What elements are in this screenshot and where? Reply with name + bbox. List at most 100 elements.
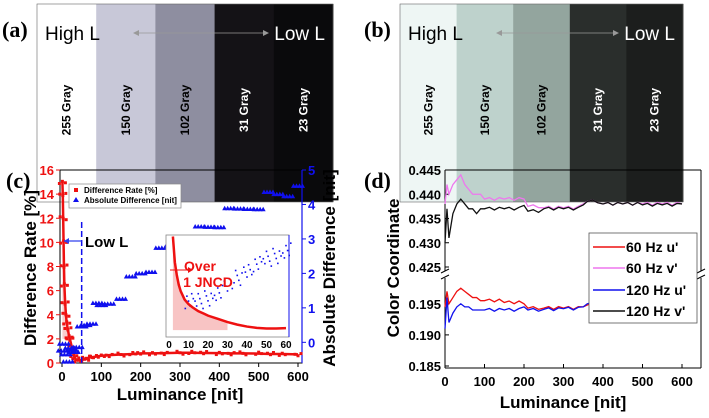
inset-blue-point	[233, 281, 235, 284]
x-tick-label: 500	[632, 374, 654, 389]
difference-rate-point	[131, 351, 135, 355]
difference-rate-point	[64, 218, 68, 222]
inset-blue-point	[195, 305, 198, 307]
inset-x-tick-label: 40	[241, 340, 253, 351]
absolute-difference-point	[132, 273, 138, 279]
difference-rate-point	[296, 354, 300, 358]
gray-stripe-label: 150 Gray	[119, 84, 133, 135]
y-tick-label: 0.195	[408, 297, 441, 312]
inset-blue-point	[231, 287, 234, 290]
gray-stripe-label: 23 Gray	[648, 88, 662, 132]
panel-border	[36, 3, 334, 203]
inset-blue-point	[251, 273, 253, 276]
inset-blue-point	[277, 262, 279, 265]
difference-rate-point	[57, 182, 61, 186]
x-tick-label: 300	[169, 369, 191, 384]
inset-blue-point	[208, 304, 211, 307]
difference-rate-point	[67, 314, 71, 318]
inset-blue-point	[243, 266, 245, 269]
inset-blue-point	[205, 295, 208, 297]
gray-stripe-label: 102 Gray	[535, 84, 549, 135]
line-120hz-v	[444, 198, 683, 243]
gray-stripe	[273, 4, 334, 202]
low-l-label: Low L	[274, 24, 325, 45]
absolute-difference-point	[123, 296, 128, 301]
inset-blue-point	[192, 297, 195, 300]
inset-blue-point	[199, 297, 201, 300]
panel-b-gray-patches: 255 Gray 150 Gray 102 Gray 31 Gray 23 Gray Hi…	[399, 3, 684, 203]
y-tick-label: 4	[47, 308, 55, 323]
panel-c-label: (c)	[6, 168, 30, 193]
difference-rate-point	[190, 349, 194, 353]
legend-triangle-marker	[73, 197, 79, 202]
inset-blue-point	[204, 290, 206, 292]
legend-absolute-difference: Absolute Difference [nit]	[84, 196, 177, 205]
x-tick-label: 400	[208, 369, 230, 384]
difference-rate-point	[65, 283, 69, 287]
inset-blue-point	[283, 257, 286, 259]
inset-blue-point	[270, 265, 273, 267]
inset-blue-point	[236, 274, 239, 277]
difference-rate-point	[60, 179, 64, 183]
chart-d-xlabel: Luminance [nit]	[500, 393, 627, 412]
difference-rate-point	[238, 350, 242, 354]
panel-border	[399, 3, 684, 203]
gray-stripe	[626, 4, 684, 202]
low-l-arrowhead	[64, 238, 69, 244]
absolute-difference-point	[290, 193, 296, 199]
inset-blue-point	[241, 272, 243, 274]
absolute-difference-point	[221, 224, 227, 230]
inset-blue-point	[282, 252, 284, 254]
inset-blue-point	[273, 252, 276, 255]
difference-rate-point	[87, 358, 91, 362]
inset-blue-point	[221, 284, 224, 287]
inset-blue-point	[220, 297, 222, 299]
inset-blue-point	[197, 292, 200, 295]
inset-blue-point	[207, 300, 209, 302]
inset-blue-point	[200, 302, 203, 305]
gray-stripe-label: 102 Gray	[178, 84, 192, 135]
absolute-difference-point	[152, 269, 158, 275]
inset-blue-point	[225, 285, 227, 287]
y2-tick-label: 1	[308, 301, 315, 316]
x-tick-label: 0	[58, 369, 65, 384]
chart-c-xlabel: Luminance [nit]	[117, 385, 244, 404]
x-tick-label: 500	[248, 369, 270, 384]
x-tick-label: 200	[130, 369, 152, 384]
inset-x-tick-label: 0	[166, 340, 172, 351]
difference-rate-point	[229, 353, 233, 357]
difference-rate-point	[64, 191, 68, 195]
difference-rate-point	[205, 350, 209, 354]
inset-blue-point	[234, 269, 237, 272]
x-tick-label: 300	[553, 374, 575, 389]
y-tick-label: 8	[47, 260, 54, 275]
gray-stripe	[456, 4, 514, 202]
inset-blue-point	[213, 294, 216, 297]
legend-difference-rate: Difference Rate [%]	[84, 186, 158, 195]
absolute-difference-point	[260, 206, 266, 212]
difference-rate-point	[65, 337, 69, 341]
x-tick-label: 200	[513, 374, 535, 389]
inset-blue-point	[249, 268, 251, 271]
difference-rate-point	[162, 353, 166, 357]
jncd-annotation-line1: Over	[184, 258, 216, 274]
chart-d: 0 100 200 300 400 500 600 0.425 0.430 0.435 0.440 0…	[408, 163, 706, 389]
inset-blue-point	[215, 299, 217, 302]
x-tick-label: 100	[90, 369, 112, 384]
y-tick-label: 0.440	[408, 187, 441, 202]
panel-b-label: (b)	[364, 17, 391, 42]
difference-rate-point	[69, 354, 73, 358]
difference-rate-point	[299, 352, 303, 356]
inset-x-tick-label: 60	[280, 340, 292, 351]
absolute-difference-point	[300, 183, 305, 188]
inset-shaded-region	[172, 236, 228, 331]
inset-blue-point	[202, 307, 204, 310]
difference-rate-point	[58, 192, 62, 196]
jncd-annotation-line2: 1 JNCD	[183, 274, 233, 290]
legend-120hz-v: 120 Hz v'	[626, 303, 685, 319]
difference-rate-point	[77, 356, 81, 360]
difference-rate-point	[244, 353, 248, 357]
difference-rate-point	[59, 264, 63, 268]
legend-60hz-v: 60 Hz v'	[626, 260, 678, 276]
